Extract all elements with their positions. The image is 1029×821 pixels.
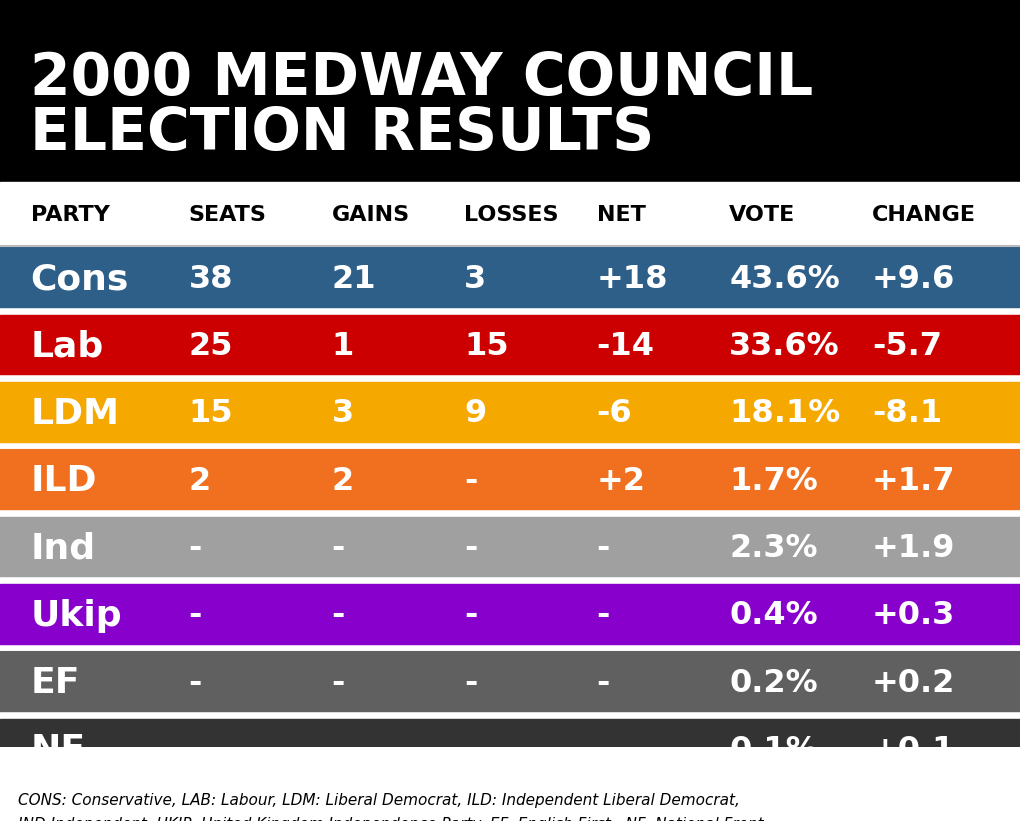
Text: -: - [464,466,477,497]
Bar [0,584,1020,648]
Text: GAINS: GAINS [331,204,410,225]
Text: -: - [597,667,610,699]
Text: 25: 25 [188,331,234,362]
Text: 9: 9 [464,398,487,429]
Text: 43.6%: 43.6% [730,264,840,295]
Text: -: - [331,533,345,564]
Text: +18: +18 [597,264,668,295]
Text: CHANGE: CHANGE [873,204,977,225]
Text: Ukip: Ukip [31,599,122,633]
Bar [0,382,1020,446]
Text: EF: EF [31,666,80,700]
Text: 2: 2 [188,466,211,497]
Text: +0.2: +0.2 [873,667,956,699]
Bar [0,314,1020,378]
Text: 1: 1 [331,331,354,362]
Text: 15: 15 [464,331,508,362]
Text: +1.7: +1.7 [873,466,956,497]
Bar [0,0,1020,182]
Text: -: - [464,667,477,699]
Text: 3: 3 [331,398,354,429]
Text: -: - [188,667,202,699]
Text: ELECTION RESULTS: ELECTION RESULTS [30,104,654,162]
Text: -: - [597,600,610,631]
Text: -: - [331,667,345,699]
Text: LDM: LDM [31,397,119,431]
Text: ILD: ILD [31,464,97,498]
Text: -14: -14 [597,331,654,362]
Text: -: - [464,735,477,766]
Text: -: - [188,735,202,766]
Text: NET: NET [597,204,645,225]
Text: -: - [188,533,202,564]
Text: -6: -6 [597,398,632,429]
Text: +1.9: +1.9 [873,533,956,564]
Text: 1.7%: 1.7% [730,466,818,497]
Text: -: - [464,600,477,631]
Text: -5.7: -5.7 [873,331,943,362]
Text: Lab: Lab [31,329,104,364]
Text: 2: 2 [331,466,354,497]
Text: NF: NF [31,733,85,768]
Text: 21: 21 [331,264,377,295]
Text: 38: 38 [188,264,234,295]
Bar [0,718,1020,782]
Text: Cons: Cons [31,262,129,296]
Text: +0.3: +0.3 [873,600,955,631]
Text: +2: +2 [597,466,645,497]
Bar [0,449,1020,513]
Text: PARTY: PARTY [31,204,109,225]
Text: +0.1: +0.1 [873,735,956,766]
Text: 33.6%: 33.6% [730,331,840,362]
Text: -: - [331,735,345,766]
Bar [0,182,1020,247]
Text: 18.1%: 18.1% [730,398,841,429]
Text: -8.1: -8.1 [873,398,943,429]
Text: LOSSES: LOSSES [464,204,559,225]
Text: 2000 MEDWAY COUNCIL: 2000 MEDWAY COUNCIL [30,50,813,107]
Text: -: - [597,533,610,564]
Text: VOTE: VOTE [730,204,795,225]
Bar [0,651,1020,715]
Text: 2.3%: 2.3% [730,533,818,564]
Text: 0.1%: 0.1% [730,735,818,766]
Text: CONS: Conservative, LAB: Labour, LDM: Liberal Democrat, ILD: Independent Liberal: CONS: Conservative, LAB: Labour, LDM: Li… [17,793,740,808]
Text: Ind: Ind [31,531,96,566]
Text: 0.4%: 0.4% [730,600,818,631]
Text: -: - [597,735,610,766]
Text: 0.2%: 0.2% [730,667,818,699]
Text: 3: 3 [464,264,487,295]
Bar [0,247,1020,311]
Text: 15: 15 [188,398,234,429]
Text: SEATS: SEATS [188,204,267,225]
Text: -: - [331,600,345,631]
Bar [0,516,1020,580]
Text: IND Independent, UKIP: United Kingdom Independence Party, EF: English First , NF: IND Independent, UKIP: United Kingdom In… [17,817,764,821]
Text: -: - [188,600,202,631]
Text: +9.6: +9.6 [873,264,955,295]
Text: -: - [464,533,477,564]
